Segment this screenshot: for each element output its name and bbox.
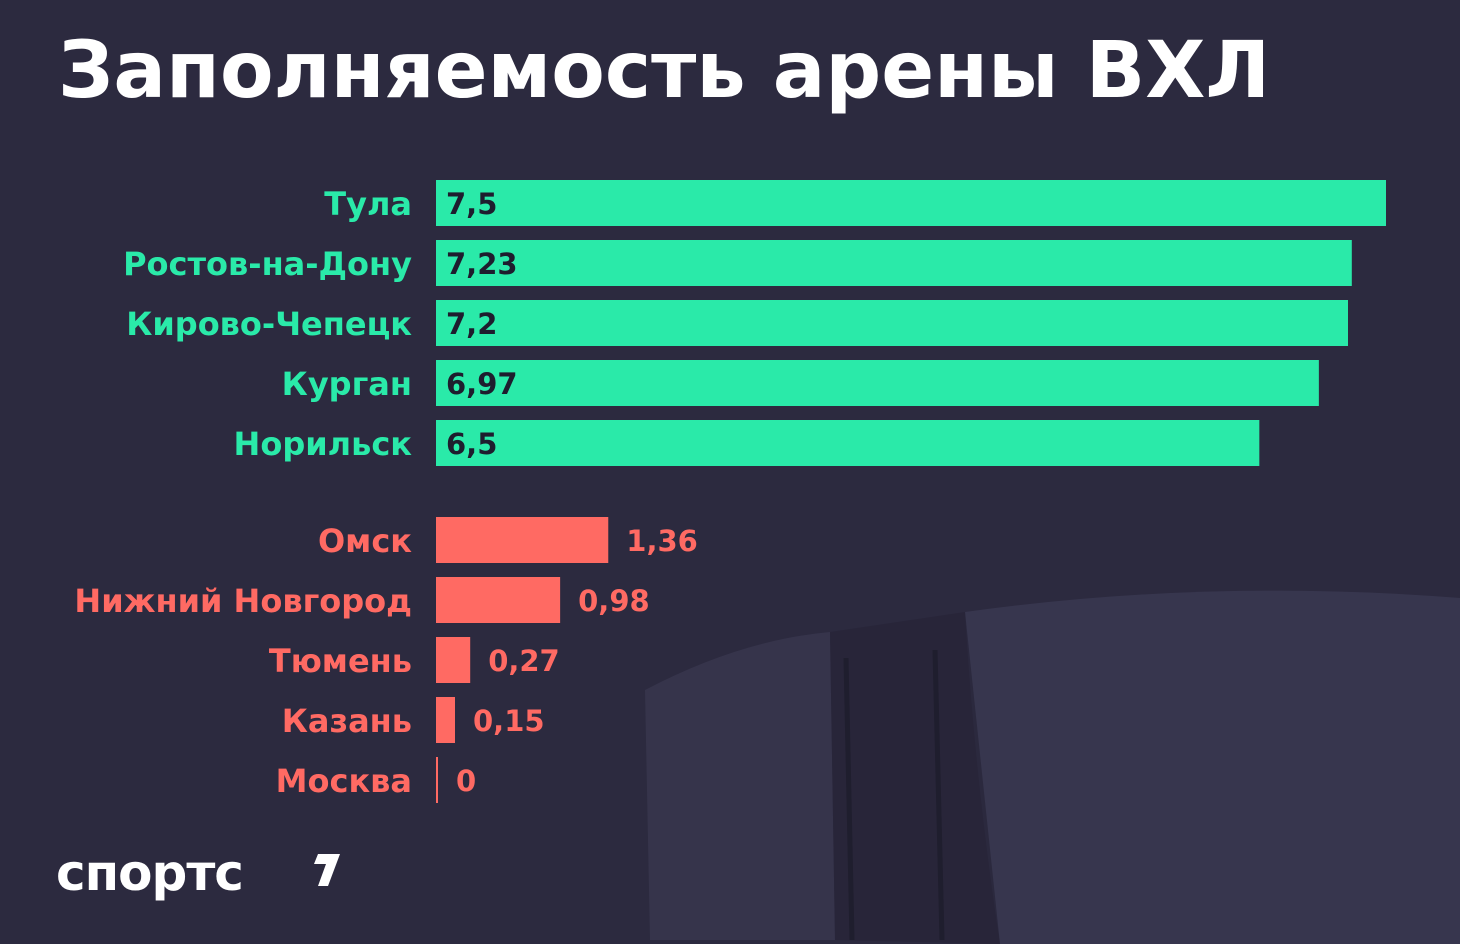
value-label: 0,27 — [488, 644, 560, 678]
category-label: Омск — [318, 522, 412, 560]
value-label: 0,98 — [578, 584, 650, 618]
category-label: Москва — [276, 762, 412, 800]
bar — [436, 420, 1260, 466]
category-label: Тюмень — [269, 642, 412, 680]
value-label: 1,36 — [626, 524, 698, 558]
bar — [436, 300, 1348, 346]
category-label: Нижний Новгород — [74, 582, 412, 620]
bar — [436, 637, 471, 683]
sports-logo: спортс — [56, 846, 340, 902]
value-label: 7,5 — [446, 187, 497, 221]
category-label: Ростов-на-Дону — [123, 245, 412, 283]
bar — [436, 517, 609, 563]
bar — [436, 360, 1319, 406]
category-label: Норильск — [234, 425, 413, 463]
category-label: Кирово-Чепецк — [126, 305, 412, 343]
value-label: 7,2 — [446, 307, 497, 341]
value-label: 6,97 — [446, 367, 518, 401]
bar — [436, 180, 1386, 226]
value-label: 7,23 — [446, 247, 518, 281]
bar — [436, 240, 1352, 286]
category-label: Тула — [324, 185, 412, 223]
value-label: 6,5 — [446, 427, 497, 461]
bar — [436, 577, 561, 623]
value-label: 0 — [456, 764, 476, 798]
chart-title: Заполняемость арены ВХЛ — [58, 26, 1271, 116]
bar — [436, 697, 455, 743]
svg-text:спортс: спортс — [56, 846, 243, 902]
category-label: Курган — [282, 365, 412, 403]
value-label: 0,15 — [473, 704, 545, 738]
category-label: Казань — [282, 702, 412, 740]
